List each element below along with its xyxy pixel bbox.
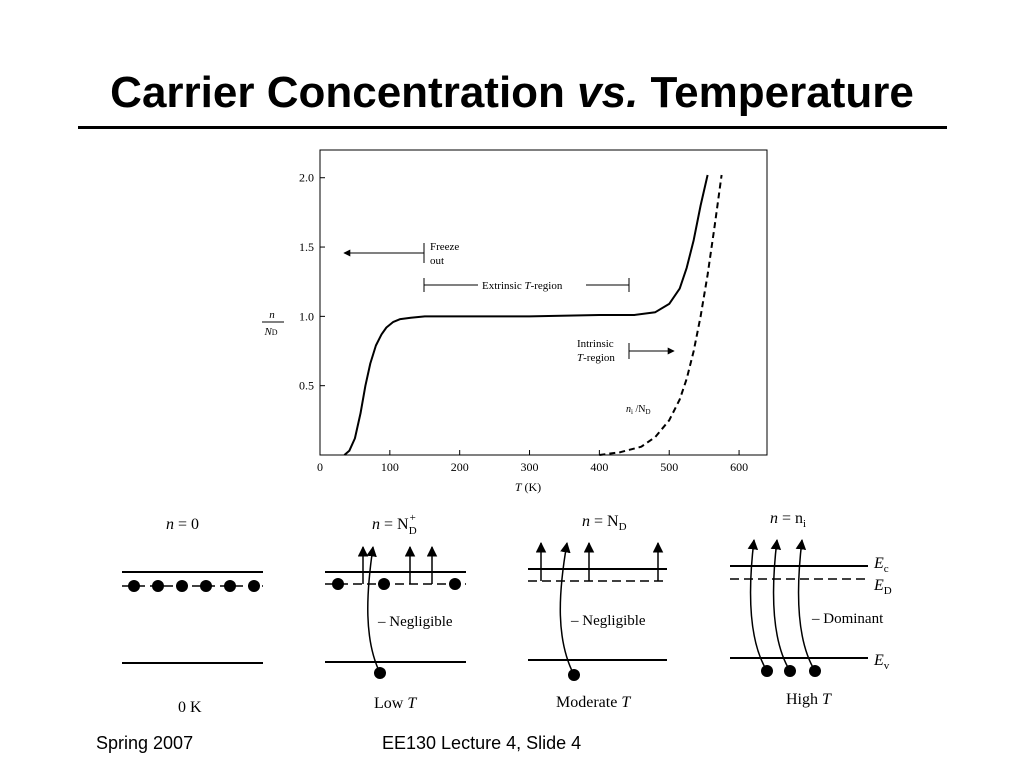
panel-3-side-text: – Negligible <box>570 613 646 629</box>
valence-electron <box>568 669 580 681</box>
band-diagrams: n = 0 0 K n = N+ D – Neglig <box>122 510 892 716</box>
band-panel-high-t: n = ni – Dominant High T Ec ED Ev <box>730 510 892 708</box>
donor-electron <box>176 580 188 592</box>
panel-3-caption: Moderate T <box>556 694 631 711</box>
chart: 0 100 200 300 400 500 600 0.5 1.0 1.5 2.0 T (K) n… <box>262 149 768 494</box>
plot-frame <box>319 149 768 456</box>
valence-electron <box>784 665 796 677</box>
valence-electron <box>761 665 773 677</box>
x-tick-label: 100 <box>381 460 399 474</box>
ev-label: Ev <box>873 652 890 672</box>
series-ni-nd-curve <box>599 174 723 456</box>
x-axis-label: T (K) <box>515 480 541 494</box>
y-tick-label: 1.0 <box>299 309 314 323</box>
excitation-arrow <box>559 541 575 676</box>
donor-electron <box>449 578 461 590</box>
panel-4-caption: High T <box>786 691 832 708</box>
ec-label: Ec <box>873 555 889 575</box>
x-tick-label: 0 <box>317 460 323 474</box>
donor-electron <box>200 580 212 592</box>
excitation-arrow <box>366 545 381 674</box>
footer-lecture: EE130 Lecture 4, Slide 4 <box>382 733 582 753</box>
donor-electron <box>248 580 260 592</box>
panel-3-condition: n = ND <box>582 513 627 533</box>
y-tick-label: 0.5 <box>299 379 314 393</box>
excitation-arrow <box>770 538 791 672</box>
donor-electron <box>332 578 344 590</box>
title-rule <box>78 126 947 129</box>
donor-electron <box>128 580 140 592</box>
panel-4-condition: n = ni <box>770 510 806 530</box>
excitation-arrow <box>747 538 768 672</box>
footer-date: Spring 2007 <box>96 733 194 753</box>
band-panel-0k: n = 0 0 K <box>122 516 263 716</box>
freeze-label-1: Freeze <box>430 241 459 253</box>
donor-electron <box>224 580 236 592</box>
intrinsic-label-1: Intrinsic <box>577 338 614 350</box>
title-part-2: vs. <box>577 68 639 117</box>
donor-electron <box>378 578 390 590</box>
extrinsic-label: Extrinsic T-region <box>482 280 563 292</box>
series-n-nd-curve <box>343 174 709 456</box>
band-panel-moderate-t: n = ND – Negligible Moderate T <box>528 513 667 711</box>
panel-1-condition: n = 0 <box>166 516 199 533</box>
band-panel-low-t: n = N+ D – Negligible Low T <box>325 512 466 712</box>
slide-title: Carrier Concentration vs. Temperature <box>0 68 1024 118</box>
x-tick-label: 400 <box>590 460 608 474</box>
title-part-3: Temperature <box>638 68 914 117</box>
panel-2-caption: Low T <box>374 695 417 712</box>
x-axis-ticks: 0 100 200 300 400 500 600 <box>317 450 748 474</box>
donor-electron <box>152 580 164 592</box>
x-tick-label: 200 <box>451 460 469 474</box>
panel-2-condition: n = N+ D <box>372 512 417 537</box>
valence-electron <box>374 667 386 679</box>
title-part-1: Carrier Concentration <box>110 68 578 117</box>
ed-label: ED <box>873 577 892 597</box>
freeze-label-2: out <box>430 255 444 267</box>
excitation-arrow <box>795 538 816 672</box>
panel-4-side-text: – Dominant <box>811 611 884 627</box>
valence-electron <box>809 665 821 677</box>
x-tick-label: 600 <box>730 460 748 474</box>
series-layer <box>343 174 723 456</box>
panel-1-caption: 0 K <box>178 699 202 716</box>
y-tick-label: 1.5 <box>299 240 314 254</box>
ni-nd-label: ni /ND <box>626 404 651 416</box>
y-label-num: n <box>269 309 275 321</box>
y-tick-label: 2.0 <box>299 171 314 185</box>
y-axis-ticks: 0.5 1.0 1.5 2.0 <box>299 171 325 393</box>
y-label-den: ND <box>263 326 277 338</box>
intrinsic-label-2: T-region <box>577 352 615 364</box>
x-tick-label: 300 <box>521 460 539 474</box>
x-tick-label: 500 <box>660 460 678 474</box>
panel-2-side-text: – Negligible <box>377 614 453 630</box>
